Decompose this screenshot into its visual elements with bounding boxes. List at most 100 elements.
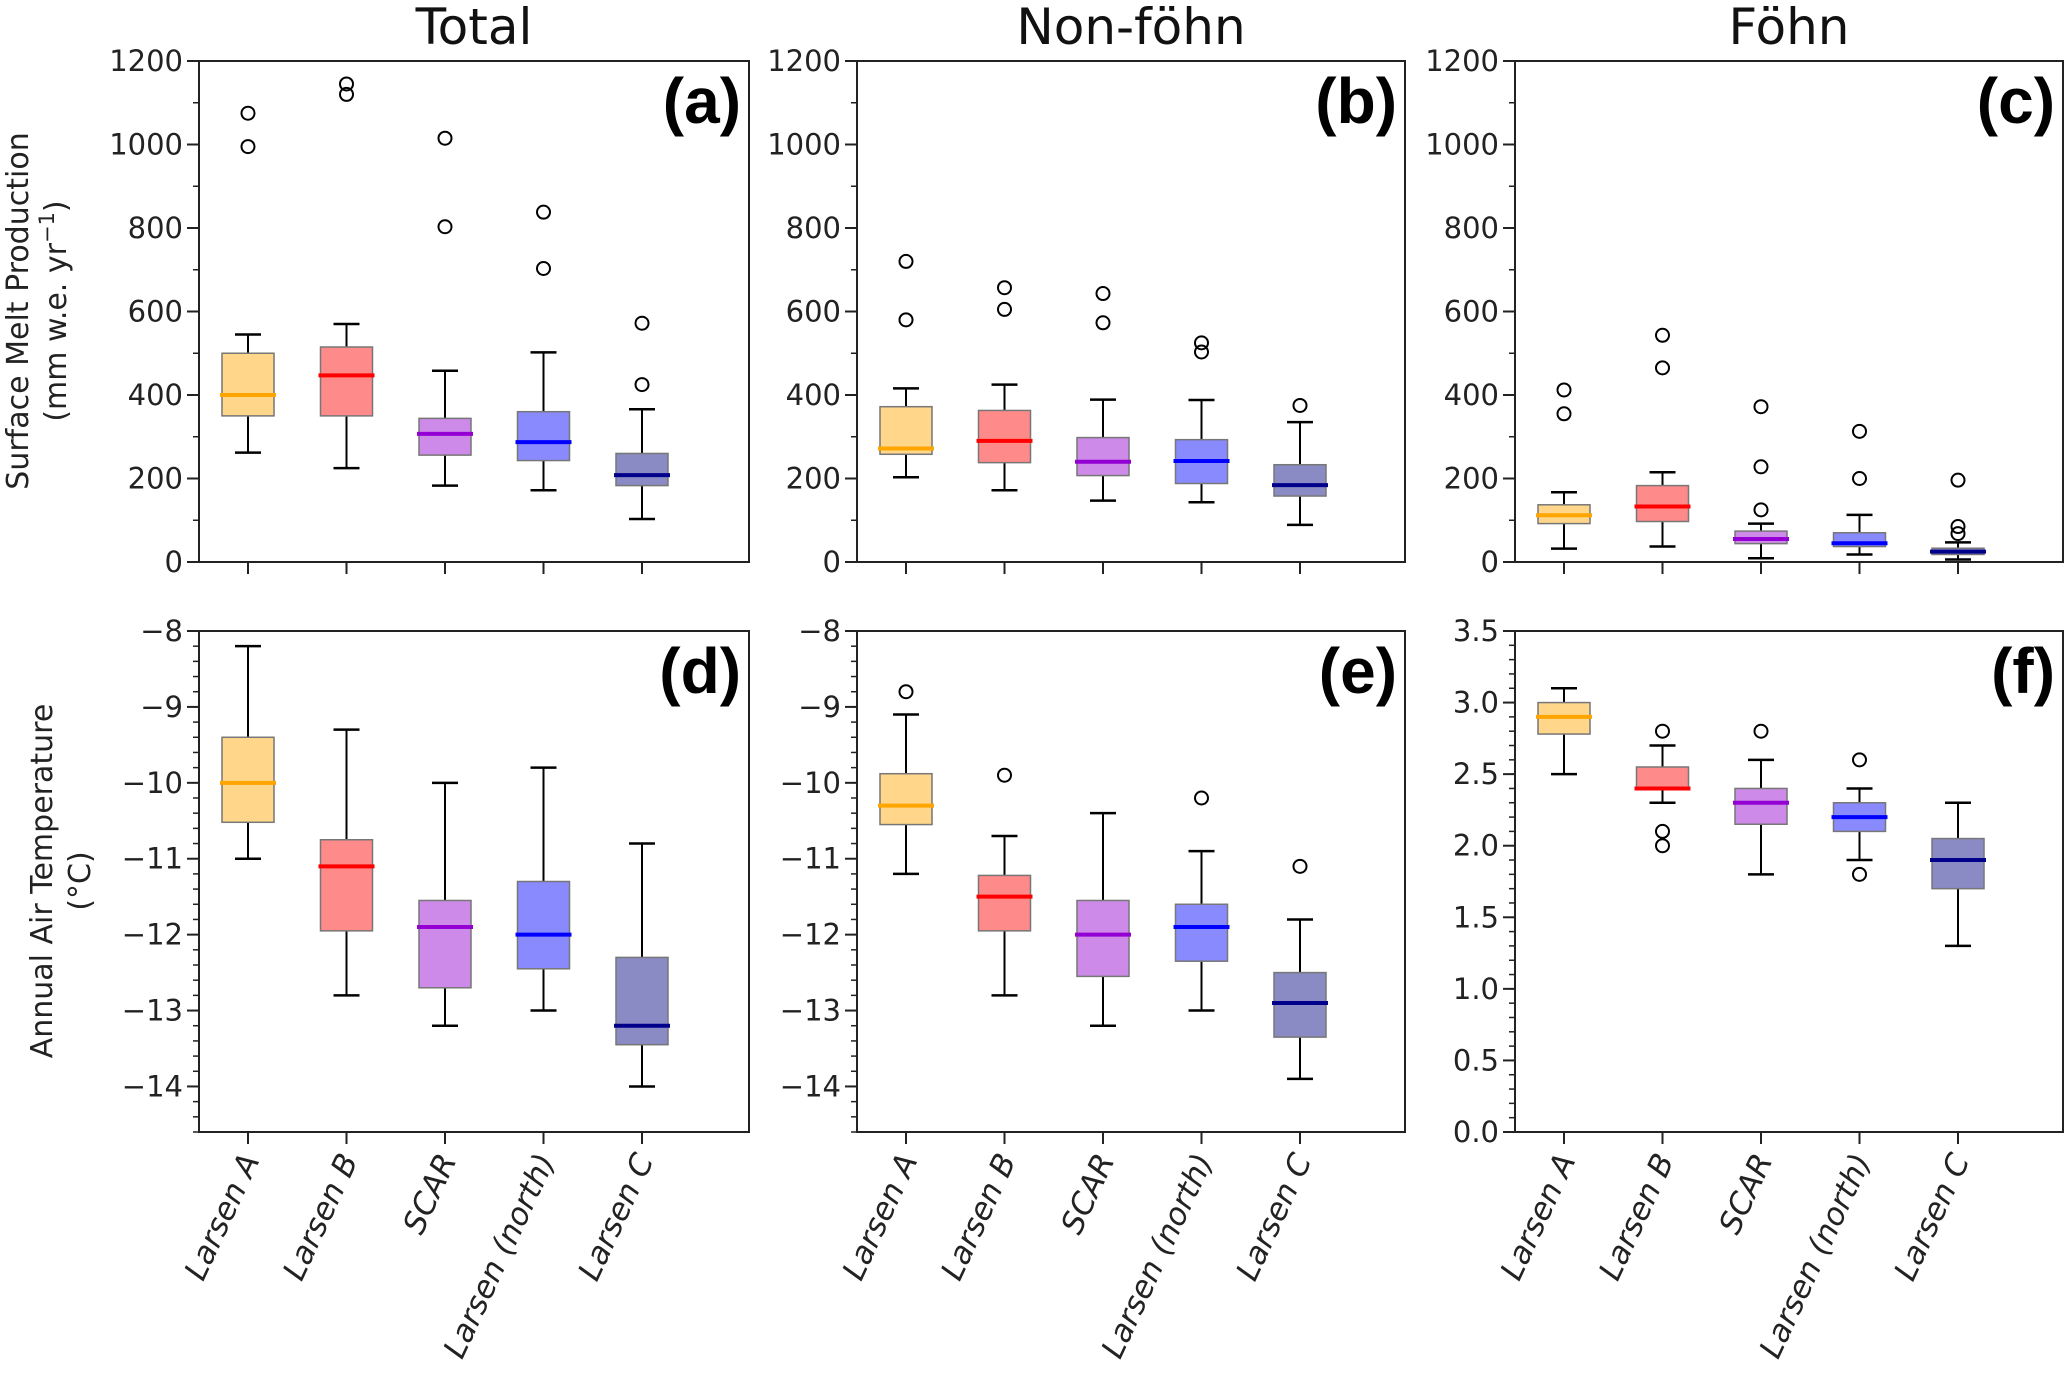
y-tick-label: 1200	[109, 44, 183, 78]
iqr-box	[1635, 484, 1690, 523]
x-tick-label: SCAR	[396, 1148, 464, 1239]
panel-label: (e)	[1319, 635, 1397, 707]
box-larsen-a	[1536, 687, 1592, 1144]
x-tick-label: Larsen B	[1592, 1148, 1682, 1286]
iqr-box	[1174, 903, 1229, 962]
iqr-box	[319, 839, 374, 932]
outlier-point	[437, 130, 453, 146]
box-larsen-north-	[515, 766, 572, 1144]
panel-label: (f)	[1991, 635, 2055, 707]
outlier-point	[536, 260, 551, 276]
outlier-point	[1655, 838, 1670, 854]
axes-frame	[1514, 630, 2064, 1133]
outlier-point	[1556, 406, 1572, 422]
outlier-point	[997, 301, 1012, 317]
box-larsen-north-	[515, 204, 572, 574]
outlier-point	[1556, 382, 1572, 398]
panel-b: 0 200 400 600 800 1000 1200 (b)	[767, 44, 1406, 579]
y-tick-label: 1200	[767, 44, 841, 78]
outlier-point	[1950, 526, 1966, 542]
panel-label: (a)	[663, 65, 741, 137]
outlier-point	[1655, 823, 1670, 839]
outlier-point	[1194, 335, 1209, 351]
panel-a: 0 200 400 600 800 1000 1200 (a)	[109, 44, 750, 579]
box-larsen-b	[976, 767, 1033, 1144]
box-larsen-b	[976, 280, 1033, 574]
iqr-box	[516, 880, 571, 970]
outlier-point	[1194, 790, 1209, 806]
iqr-box	[1931, 837, 1985, 890]
iqr-box	[615, 452, 669, 487]
box-scar	[1075, 286, 1131, 574]
outlier-point	[997, 280, 1012, 296]
x-tick-label: Larsen B	[934, 1148, 1024, 1286]
outlier-point	[1095, 315, 1111, 331]
y-tick-label: 200	[786, 462, 841, 496]
y-tick-label: −14	[122, 1069, 183, 1103]
box-scar	[417, 781, 473, 1144]
y-tick-label: 400	[786, 378, 841, 412]
y-tick-label: 3.0	[1453, 686, 1499, 720]
column-title-total: Total	[415, 0, 533, 56]
outlier-point	[1950, 519, 1966, 535]
outlier-point	[1655, 327, 1670, 343]
outlier-point	[634, 377, 650, 393]
box-larsen-a	[878, 253, 934, 574]
outlier-point	[240, 139, 256, 155]
column-title-non-foehn: Non-föhn	[1016, 0, 1245, 56]
outlier-point	[1852, 471, 1867, 486]
x-tick-label: Larsen A	[836, 1148, 926, 1286]
x-tick-label: Larsen C	[1887, 1148, 1977, 1286]
box-larsen-a	[878, 684, 934, 1144]
y-tick-label: 1000	[1425, 128, 1499, 162]
outlier-point	[536, 204, 551, 220]
axes-frame	[198, 630, 750, 1133]
y-tick-label: 1000	[109, 128, 183, 162]
ylabel-melt-line2: (mm w.e. yr−1)	[35, 200, 74, 421]
y-tick-label: 0	[823, 545, 841, 579]
outlier-point	[1194, 344, 1209, 360]
outlier-point	[339, 76, 354, 92]
box-larsen-a	[1536, 382, 1592, 574]
outlier-point	[997, 767, 1012, 783]
x-tick-label: SCAR	[1054, 1148, 1122, 1239]
panel-e: −14 −13 −12 −11 −10 −9 −8 (e)	[780, 614, 1406, 1144]
y-tick-label: 0	[165, 545, 183, 579]
y-tick-label: 2.0	[1453, 829, 1499, 863]
y-tick-label: −13	[780, 994, 841, 1028]
box-scar	[1733, 723, 1789, 1144]
outlier-point	[898, 312, 914, 328]
y-tick-label: −12	[122, 918, 183, 952]
y-tick-label: 600	[786, 295, 841, 329]
box-larsen-north-	[1831, 752, 1888, 1144]
ylabel-melt-line1: Surface Melt Production	[1, 132, 36, 489]
ylabel-melt: Surface Melt Production (mm w.e. yr−1)	[1, 132, 74, 489]
iqr-box	[977, 874, 1032, 932]
outlier-point	[1753, 723, 1769, 739]
outlier-point	[898, 684, 914, 700]
outlier-point	[1655, 360, 1670, 376]
ylabel-temp-line2: (°C)	[63, 851, 98, 910]
x-tick-label: Larsen C	[1229, 1148, 1319, 1286]
outlier-point	[1753, 502, 1769, 518]
outlier-point	[1950, 472, 1966, 488]
y-tick-label: 0	[1481, 545, 1499, 579]
y-tick-label: 400	[1444, 378, 1499, 412]
y-tick-label: −11	[780, 842, 841, 876]
box-larsen-c	[614, 315, 670, 574]
outlier-point	[898, 253, 914, 269]
iqr-box	[418, 417, 472, 456]
iqr-box	[221, 736, 275, 824]
box-larsen-a	[220, 644, 276, 1144]
panel-label: (d)	[659, 635, 741, 707]
y-tick-label: 1.0	[1453, 972, 1499, 1006]
outlier-point	[1655, 723, 1670, 739]
iqr-box	[977, 409, 1032, 464]
x-tick-label: Larsen A	[178, 1148, 268, 1286]
box-larsen-c	[1930, 801, 1986, 1144]
iqr-box	[319, 346, 374, 417]
box-larsen-north-	[1831, 423, 1888, 574]
outlier-point	[240, 105, 256, 121]
x-tick-label: Larsen B	[276, 1148, 366, 1286]
